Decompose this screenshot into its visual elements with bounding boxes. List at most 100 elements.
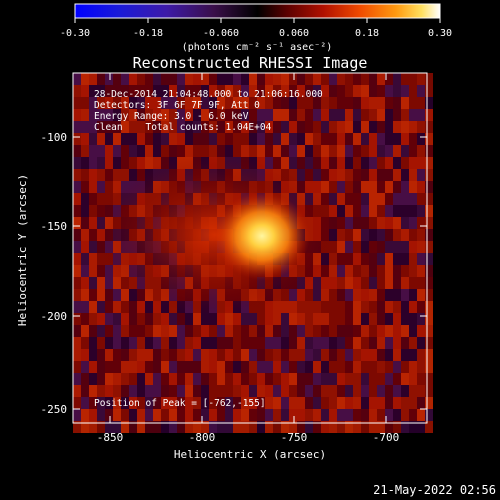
image-pixel <box>129 337 137 349</box>
image-pixel <box>361 349 369 361</box>
image-pixel <box>345 145 353 157</box>
image-pixel <box>177 73 185 85</box>
image-pixel <box>81 301 89 313</box>
image-pixel <box>337 301 345 313</box>
image-pixel <box>265 337 273 349</box>
image-pixel <box>289 337 297 349</box>
image-pixel <box>81 337 89 349</box>
image-pixel <box>425 421 433 433</box>
image-pixel <box>369 217 377 229</box>
colorbar-tick-label: -0.060 <box>203 28 239 39</box>
image-pixel <box>137 409 145 421</box>
image-pixel <box>337 133 345 145</box>
image-pixel <box>393 397 401 409</box>
image-pixel <box>297 97 305 109</box>
image-pixel <box>201 133 209 145</box>
image-pixel <box>121 409 129 421</box>
image-pixel <box>321 373 329 385</box>
image-pixel <box>169 97 177 109</box>
image-pixel <box>201 85 209 97</box>
image-pixel <box>105 157 113 169</box>
image-pixel <box>241 349 249 361</box>
image-pixel <box>329 157 337 169</box>
image-pixel <box>89 241 97 253</box>
image-pixel <box>169 73 177 85</box>
image-pixel <box>185 121 193 133</box>
image-pixel <box>401 253 409 265</box>
image-pixel <box>321 169 329 181</box>
image-pixel <box>265 145 273 157</box>
image-pixel <box>113 337 121 349</box>
image-pixel <box>417 229 425 241</box>
image-pixel <box>409 133 417 145</box>
image-pixel <box>377 229 385 241</box>
image-pixel <box>209 97 217 109</box>
image-pixel <box>97 373 105 385</box>
image-pixel <box>89 397 97 409</box>
image-pixel <box>313 157 321 169</box>
image-pixel <box>313 145 321 157</box>
image-pixel <box>409 337 417 349</box>
image-pixel <box>401 349 409 361</box>
image-pixel <box>353 157 361 169</box>
image-pixel <box>385 229 393 241</box>
image-pixel <box>409 253 417 265</box>
image-pixel <box>353 241 361 253</box>
image-pixel <box>209 85 217 97</box>
image-pixel <box>185 409 193 421</box>
image-pixel <box>401 409 409 421</box>
image-pixel <box>249 361 257 373</box>
image-pixel <box>97 85 105 97</box>
image-pixel <box>417 349 425 361</box>
image-pixel <box>329 169 337 181</box>
image-pixel <box>369 385 377 397</box>
image-pixel <box>297 325 305 337</box>
image-pixel <box>281 421 289 433</box>
image-pixel <box>409 325 417 337</box>
image-pixel <box>369 349 377 361</box>
image-pixel <box>97 301 105 313</box>
image-pixel <box>81 181 89 193</box>
info-time-range: 28-Dec-2014 21:04:48.000 to 21:06:16.000 <box>94 89 323 100</box>
image-pixel <box>209 361 217 373</box>
image-pixel <box>345 169 353 181</box>
image-pixel <box>121 157 129 169</box>
image-pixel <box>73 193 81 205</box>
image-pixel <box>169 109 177 121</box>
image-pixel <box>289 301 297 313</box>
image-pixel <box>353 409 361 421</box>
image-pixel <box>305 157 313 169</box>
image-pixel <box>345 313 353 325</box>
image-pixel <box>97 277 105 289</box>
image-pixel <box>185 421 193 433</box>
image-pixel <box>273 133 281 145</box>
image-pixel <box>105 349 113 361</box>
image-pixel <box>385 277 393 289</box>
image-pixel <box>313 349 321 361</box>
image-pixel <box>281 409 289 421</box>
image-pixel <box>409 241 417 253</box>
image-pixel <box>185 325 193 337</box>
image-pixel <box>73 145 81 157</box>
image-pixel <box>89 325 97 337</box>
image-pixel <box>113 325 121 337</box>
image-pixel <box>137 373 145 385</box>
x-tick-label: -850 <box>97 431 124 444</box>
image-pixel <box>417 289 425 301</box>
image-pixel <box>121 301 129 313</box>
image-pixel <box>337 385 345 397</box>
image-pixel <box>401 109 409 121</box>
image-pixel <box>89 157 97 169</box>
image-pixel <box>305 133 313 145</box>
image-pixel <box>361 229 369 241</box>
info-counts: Clean Total counts: 1.04E+04 <box>94 122 272 133</box>
image-pixel <box>393 145 401 157</box>
image-pixel <box>345 193 353 205</box>
image-pixel <box>329 253 337 265</box>
image-pixel <box>305 337 313 349</box>
image-pixel <box>297 385 305 397</box>
image-pixel <box>73 97 81 109</box>
image-pixel <box>265 325 273 337</box>
image-pixel <box>345 133 353 145</box>
image-pixel <box>177 397 185 409</box>
